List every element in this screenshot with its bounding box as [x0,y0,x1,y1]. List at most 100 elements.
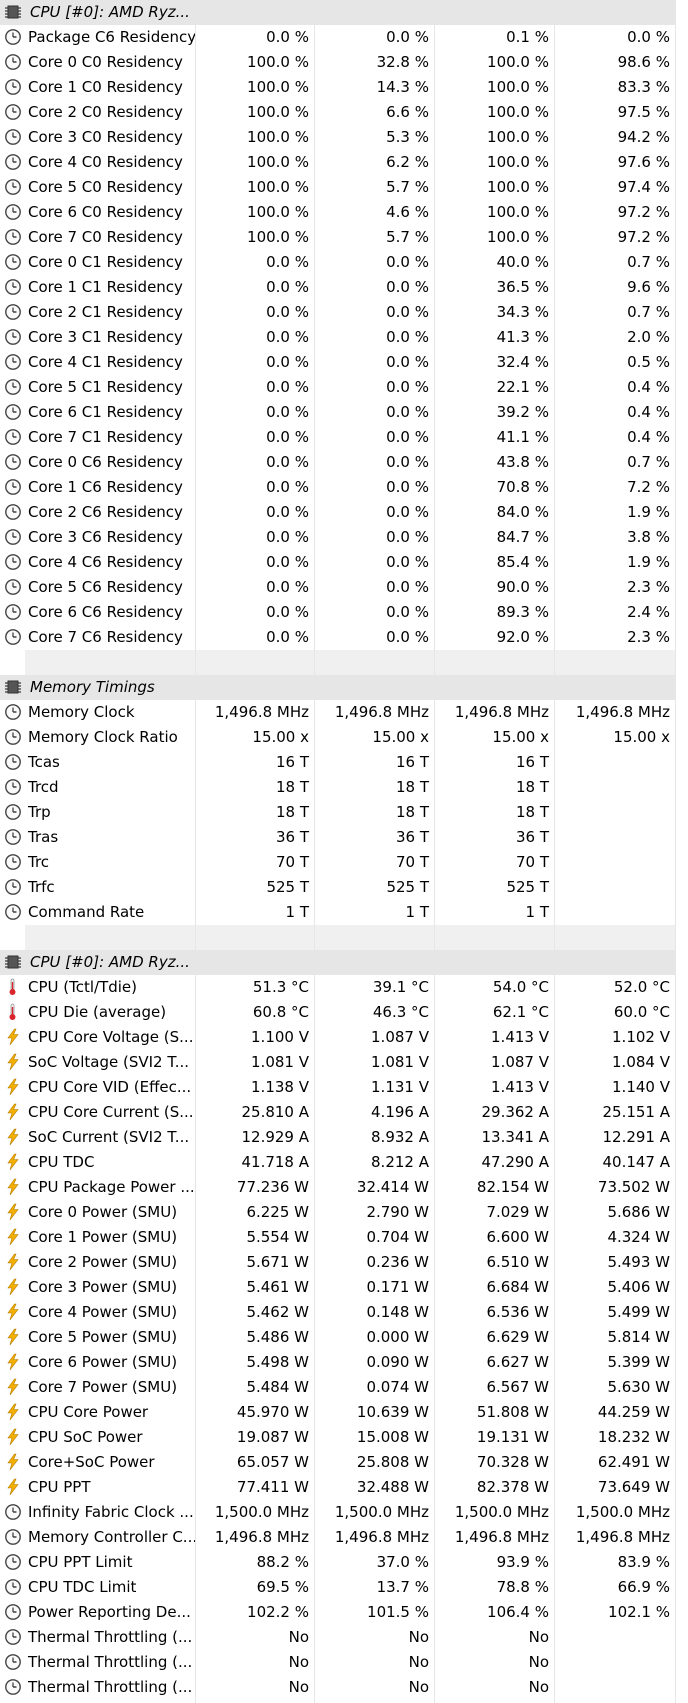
table-row[interactable]: Tcas 16 T 16 T 16 T [0,750,688,775]
table-row[interactable]: Trfc 525 T 525 T 525 T [0,875,688,900]
minimum-value: 13.7 % [376,1578,429,1596]
maximum-value: 41.3 % [496,328,549,346]
sensor-label: Infinity Fabric Clock ... [28,1503,194,1521]
table-row[interactable]: Core 5 C6 Residency 0.0 % 0.0 % 90.0 % 2… [0,575,688,600]
minimum-value: 101.5 % [367,1603,429,1621]
table-row[interactable]: SoC Voltage (SVI2 T... 1.081 V 1.081 V 1… [0,1050,688,1075]
minimum-value: 0.0 % [386,403,429,421]
table-row[interactable]: CPU Package Power ... 77.236 W 32.414 W … [0,1175,688,1200]
current-value: 0.0 % [266,253,309,271]
maximum-value: 85.4 % [496,553,549,571]
table-row[interactable]: Trp 18 T 18 T 18 T [0,800,688,825]
table-row[interactable]: CPU Core Voltage (S... 1.100 V 1.087 V 1… [0,1025,688,1050]
table-row[interactable]: SoC Current (SVI2 T... 12.929 A 8.932 A … [0,1125,688,1150]
table-row[interactable]: CPU Core VID (Effec... 1.138 V 1.131 V 1… [0,1075,688,1100]
clock-icon [4,1578,22,1596]
sensor-label: CPU (Tctl/Tdie) [28,978,138,996]
clock-icon [4,428,22,446]
average-value: 40.147 A [602,1153,670,1171]
table-row[interactable]: CPU (Tctl/Tdie) 51.3 °C 39.1 °C 54.0 °C … [0,975,688,1000]
table-row[interactable]: Package C6 Residency 0.0 % 0.0 % 0.1 % 0… [0,25,688,50]
table-row[interactable]: CPU PPT 77.411 W 32.488 W 82.378 W 73.64… [0,1475,688,1500]
table-row[interactable]: Trcd 18 T 18 T 18 T [0,775,688,800]
table-row[interactable]: Core 0 C6 Residency 0.0 % 0.0 % 43.8 % 0… [0,450,688,475]
table-row[interactable]: Infinity Fabric Clock ... 1,500.0 MHz 1,… [0,1500,688,1525]
table-row[interactable]: CPU SoC Power 19.087 W 15.008 W 19.131 W… [0,1425,688,1450]
group-header-row[interactable]: CPU [#0]: AMD Ryz... [0,950,688,975]
table-row[interactable]: Core 6 C0 Residency 100.0 % 4.6 % 100.0 … [0,200,688,225]
table-row[interactable]: CPU PPT Limit 88.2 % 37.0 % 93.9 % 83.9 … [0,1550,688,1575]
table-row[interactable]: Tras 36 T 36 T 36 T [0,825,688,850]
table-row[interactable]: Memory Clock Ratio 15.00 x 15.00 x 15.00… [0,725,688,750]
table-row[interactable]: Core 1 Power (SMU) 5.554 W 0.704 W 6.600… [0,1225,688,1250]
table-row[interactable]: CPU Core Current (S... 25.810 A 4.196 A … [0,1100,688,1125]
table-row[interactable]: Core 1 C6 Residency 0.0 % 0.0 % 70.8 % 7… [0,475,688,500]
table-row[interactable]: Core 3 C6 Residency 0.0 % 0.0 % 84.7 % 3… [0,525,688,550]
table-row[interactable]: Core 3 C1 Residency 0.0 % 0.0 % 41.3 % 2… [0,325,688,350]
average-value: 0.4 % [627,378,670,396]
clock-icon [4,528,22,546]
minimum-value: 6.6 % [386,103,429,121]
table-row[interactable]: Core 5 Power (SMU) 5.486 W 0.000 W 6.629… [0,1325,688,1350]
maximum-value: 0.1 % [506,28,549,46]
table-row[interactable]: Core 3 Power (SMU) 5.461 W 0.171 W 6.684… [0,1275,688,1300]
table-row[interactable]: Core 7 C1 Residency 0.0 % 0.0 % 41.1 % 0… [0,425,688,450]
table-row[interactable]: Memory Controller C... 1,496.8 MHz 1,496… [0,1525,688,1550]
sensor-label: Core 5 C6 Residency [28,578,183,596]
table-row[interactable]: Thermal Throttling (... No No No [0,1625,688,1650]
average-value: 0.4 % [627,403,670,421]
table-row[interactable]: Core 7 C6 Residency 0.0 % 0.0 % 92.0 % 2… [0,625,688,650]
average-value [554,750,675,775]
table-row[interactable]: Core 5 C0 Residency 100.0 % 5.7 % 100.0 … [0,175,688,200]
table-row[interactable]: Power Reporting De... 102.2 % 101.5 % 10… [0,1600,688,1625]
table-row[interactable]: Core 2 C1 Residency 0.0 % 0.0 % 34.3 % 0… [0,300,688,325]
table-row[interactable]: Core+SoC Power 65.057 W 25.808 W 70.328 … [0,1450,688,1475]
current-value: 6.225 W [246,1203,309,1221]
table-row[interactable]: Core 4 C1 Residency 0.0 % 0.0 % 32.4 % 0… [0,350,688,375]
sensor-label: Thermal Throttling (... [28,1628,193,1646]
sensor-label: CPU PPT [28,1478,91,1496]
table-row[interactable]: Core 0 Power (SMU) 6.225 W 2.790 W 7.029… [0,1200,688,1225]
current-value: 0.0 % [266,603,309,621]
average-value: 98.6 % [617,53,670,71]
current-value: 100.0 % [247,78,309,96]
minimum-value: 5.3 % [386,128,429,146]
table-row[interactable]: Core 7 Power (SMU) 5.484 W 0.074 W 6.567… [0,1375,688,1400]
table-row[interactable]: Core 6 Power (SMU) 5.498 W 0.090 W 6.627… [0,1350,688,1375]
table-row[interactable]: Core 4 C6 Residency 0.0 % 0.0 % 85.4 % 1… [0,550,688,575]
table-row[interactable]: Core 2 Power (SMU) 5.671 W 0.236 W 6.510… [0,1250,688,1275]
current-value: 0.0 % [266,353,309,371]
sensor-name-cell: Core 6 C1 Residency [0,400,195,425]
table-row[interactable]: Core 3 C0 Residency 100.0 % 5.3 % 100.0 … [0,125,688,150]
table-row[interactable]: Command Rate 1 T 1 T 1 T [0,900,688,925]
table-row[interactable]: Core 0 C1 Residency 0.0 % 0.0 % 40.0 % 0… [0,250,688,275]
group-header-row[interactable]: CPU [#0]: AMD Ryz... [0,0,688,25]
table-row[interactable]: Core 5 C1 Residency 0.0 % 0.0 % 22.1 % 0… [0,375,688,400]
table-row[interactable]: Thermal Throttling (... No No No [0,1675,688,1700]
table-row[interactable]: Core 1 C0 Residency 100.0 % 14.3 % 100.0… [0,75,688,100]
sensor-label: Core 0 C0 Residency [28,53,183,71]
table-row[interactable]: Thermal Throttling (... No No No [0,1650,688,1675]
clock-icon [4,753,22,771]
table-row[interactable]: Core 0 C0 Residency 100.0 % 32.8 % 100.0… [0,50,688,75]
table-row[interactable]: Core 4 Power (SMU) 5.462 W 0.148 W 6.536… [0,1300,688,1325]
table-row[interactable]: Memory Clock 1,496.8 MHz 1,496.8 MHz 1,4… [0,700,688,725]
table-row[interactable]: Core 2 C6 Residency 0.0 % 0.0 % 84.0 % 1… [0,500,688,525]
group-header-row[interactable]: Memory Timings [0,675,688,700]
table-row[interactable]: Core 1 C1 Residency 0.0 % 0.0 % 36.5 % 9… [0,275,688,300]
average-value: 18.232 W [597,1428,670,1446]
table-row[interactable]: Trc 70 T 70 T 70 T [0,850,688,875]
sensor-label: Core 1 C6 Residency [28,478,183,496]
table-row[interactable]: CPU Die (average) 60.8 °C 46.3 °C 62.1 °… [0,1000,688,1025]
table-row[interactable]: CPU Core Power 45.970 W 10.639 W 51.808 … [0,1400,688,1425]
clock-icon [4,828,22,846]
table-row[interactable]: Core 6 C1 Residency 0.0 % 0.0 % 39.2 % 0… [0,400,688,425]
table-row[interactable]: CPU TDC Limit 69.5 % 13.7 % 78.8 % 66.9 … [0,1575,688,1600]
table-row[interactable]: Core 7 C0 Residency 100.0 % 5.7 % 100.0 … [0,225,688,250]
table-row[interactable]: CPU TDC 41.718 A 8.212 A 47.290 A 40.147… [0,1150,688,1175]
table-row[interactable]: Core 2 C0 Residency 100.0 % 6.6 % 100.0 … [0,100,688,125]
table-row[interactable]: Core 4 C0 Residency 100.0 % 6.2 % 100.0 … [0,150,688,175]
current-value: 1 T [285,903,309,921]
table-row[interactable]: Core 6 C6 Residency 0.0 % 0.0 % 89.3 % 2… [0,600,688,625]
current-value: 5.486 W [246,1328,309,1346]
